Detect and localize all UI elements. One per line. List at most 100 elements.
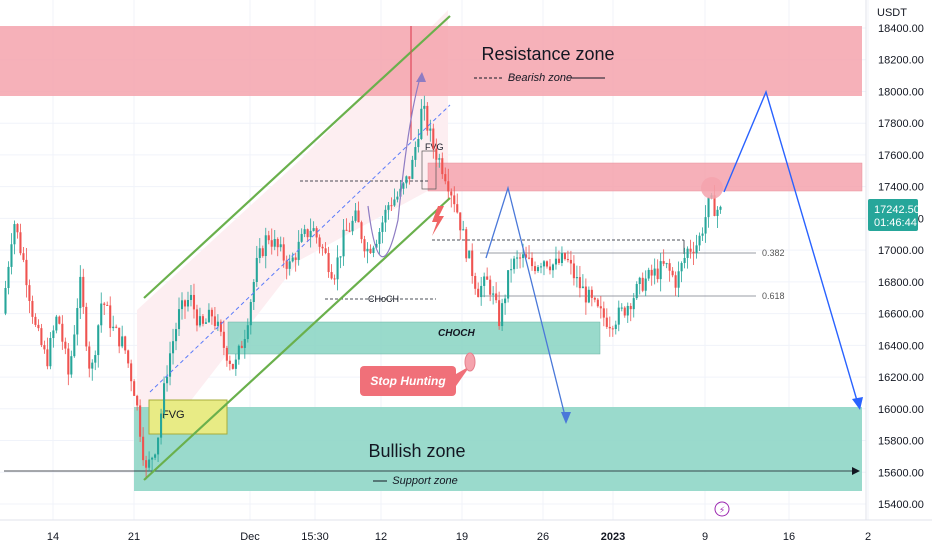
event-icon-glyph: ⚡ [719, 506, 725, 516]
candle-up [683, 257, 686, 264]
x-tick-label: 2023 [601, 531, 625, 543]
candle-down [142, 436, 145, 461]
candle-up [165, 376, 169, 384]
candle-down [109, 305, 112, 329]
candle-down [432, 128, 435, 149]
candle-down [219, 321, 222, 332]
x-tick-label: 2 [865, 531, 871, 543]
y-tick-label: 15800.00 [878, 436, 924, 448]
candle-up [536, 267, 540, 272]
x-tick-label: 9 [702, 531, 708, 543]
candle-down [115, 326, 118, 328]
x-axis-ticks: 14 21 Dec 15:30 12 19 26 2023 9 16 2 [47, 531, 871, 543]
candle-up [70, 356, 73, 375]
x-tick-label: 16 [783, 531, 795, 543]
candle-down [650, 269, 653, 276]
candle-down [674, 275, 677, 288]
candle-down [563, 253, 566, 260]
candle-down [495, 293, 498, 301]
candle-up [716, 209, 719, 216]
candle-up [411, 159, 414, 179]
candle-down [345, 229, 348, 231]
candle-down [662, 261, 665, 264]
curve-arrow [367, 77, 421, 258]
candle-up [13, 224, 16, 245]
choch-label: CHoCH [368, 294, 399, 304]
candle-up [438, 158, 441, 160]
candle-up [342, 229, 345, 257]
candle-up [417, 139, 420, 148]
fib-618-label: 0.618 [762, 291, 785, 301]
candle-down [477, 288, 480, 298]
candle-down [285, 260, 288, 269]
candle-up [351, 220, 354, 232]
candle-down [668, 263, 671, 271]
candle-up [414, 147, 417, 160]
x-tick-label: 21 [128, 531, 140, 543]
candle-up [492, 293, 495, 295]
candle-up [686, 248, 689, 258]
candle-down [489, 279, 492, 295]
candle-up [157, 437, 160, 455]
event-icon[interactable] [714, 501, 730, 517]
candle-up [309, 230, 312, 238]
y-tick-label: 16800.00 [878, 277, 924, 289]
candle-down [267, 235, 270, 241]
y-tick-label: 17800.00 [878, 118, 924, 130]
candle-up [554, 258, 558, 265]
candle-down [64, 341, 67, 349]
candle-up [653, 268, 656, 276]
candle-down [333, 278, 336, 280]
candle-down [139, 405, 142, 437]
fib-382-label: 0.382 [762, 248, 785, 258]
projection-main-head [852, 397, 863, 410]
candle-down [629, 305, 632, 310]
candle-down [348, 230, 351, 232]
candle-up [94, 355, 97, 363]
projection-mid-head [561, 412, 571, 424]
candle-down [106, 304, 109, 306]
candle-down [557, 258, 561, 264]
candle-up [258, 248, 261, 258]
bullish-zone [134, 407, 862, 491]
bearish-zone-label: Bearish zone [508, 72, 572, 84]
candle-up [626, 305, 629, 316]
candle-up [255, 257, 258, 283]
candle-down [240, 345, 243, 348]
candle-up [698, 235, 701, 246]
candle-up [423, 105, 426, 109]
candle-up [375, 243, 378, 248]
candle-up [249, 302, 252, 326]
candle-up [542, 261, 546, 267]
candle-up [303, 229, 306, 234]
resistance-zone [0, 26, 862, 96]
candle-up [237, 345, 240, 360]
candle-up [384, 209, 387, 223]
candle-down [671, 270, 674, 276]
candle-down [61, 323, 64, 342]
candle-up [186, 299, 190, 307]
candle-down [584, 286, 587, 303]
candle-up [55, 316, 58, 331]
candle-up [665, 263, 668, 265]
candle-up [381, 222, 384, 232]
candle-down [444, 174, 447, 182]
candle-down [656, 268, 659, 280]
candle-up [617, 307, 620, 325]
candle-up [620, 307, 623, 309]
candle-up [163, 383, 166, 414]
candle-down [321, 246, 324, 249]
candle-up [695, 245, 698, 254]
candle-down [548, 266, 552, 271]
candle-up [704, 217, 707, 234]
candle-up [587, 289, 590, 303]
resistance-zone-label: Resistance zone [481, 44, 614, 64]
candle-down [608, 326, 611, 329]
candle-up [516, 257, 519, 259]
candle-down [210, 309, 213, 317]
channel-mid-line [149, 104, 451, 393]
candle-down [599, 306, 602, 309]
candle-down [623, 307, 626, 316]
candle-down [602, 308, 605, 318]
candle-down [67, 348, 70, 375]
